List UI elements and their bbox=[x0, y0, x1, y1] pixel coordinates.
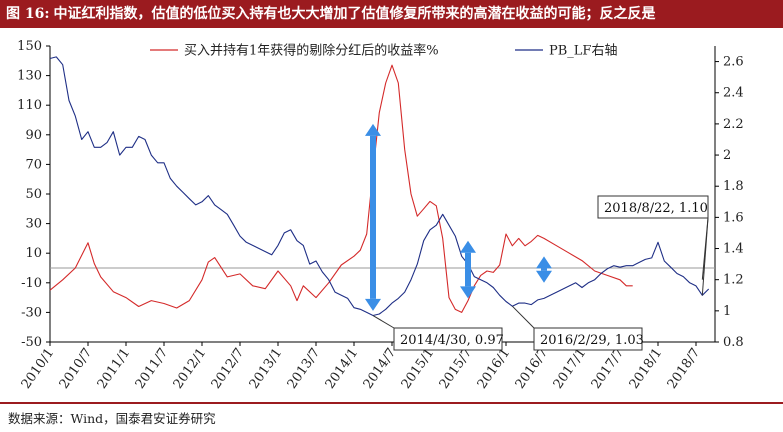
x-tick-label: 2012/7 bbox=[209, 346, 248, 392]
x-tick-label: 2015/1 bbox=[399, 346, 438, 392]
right-tick-label: 1.6 bbox=[723, 210, 744, 225]
callout: 2018/8/22, 1.10 bbox=[597, 195, 709, 296]
x-tick-label: 2010/7 bbox=[57, 346, 96, 392]
series-return-line bbox=[49, 64, 633, 313]
right-tick-label: 1 bbox=[723, 304, 731, 319]
x-tick-label: 2014/1 bbox=[323, 346, 362, 392]
x-tick-label: 2011/7 bbox=[133, 346, 172, 392]
arrow-head-up bbox=[365, 123, 381, 136]
x-tick-label: 2014/7 bbox=[361, 346, 400, 392]
double-arrow bbox=[536, 256, 552, 283]
x-tick-label: 2013/7 bbox=[285, 346, 324, 392]
callout-leader bbox=[372, 315, 395, 329]
source-note: 数据来源：Wind，国泰君安证券研究 bbox=[8, 411, 216, 426]
left-tick-label: 150 bbox=[17, 39, 42, 54]
left-tick-label: 90 bbox=[25, 128, 42, 143]
left-tick-label: -50 bbox=[21, 335, 42, 350]
arrow-shaft bbox=[541, 268, 547, 271]
x-tick-label: 2016/7 bbox=[513, 346, 552, 392]
double-arrow bbox=[460, 240, 476, 299]
annotation-layer: 2014/4/30, 0.97 2016/2/29, 1.03 2018/8/22,… bbox=[372, 195, 709, 351]
callout-box bbox=[533, 327, 643, 351]
left-tick-label: 110 bbox=[17, 98, 42, 113]
series-pb-line bbox=[49, 56, 710, 317]
arrow-shaft bbox=[370, 135, 376, 299]
callout: 2016/2/29, 1.03 bbox=[511, 305, 644, 351]
right-tick-label: 2.4 bbox=[723, 86, 744, 101]
figure-title-text: 中证红利指数，估值的低位买入持有也大大增加了估值修复所带来的高潜在收益的可能；反… bbox=[53, 6, 656, 22]
x-tick-label: 2017/1 bbox=[551, 346, 590, 392]
callout: 2014/4/30, 0.97 bbox=[372, 315, 504, 351]
callout-box bbox=[597, 195, 709, 219]
left-tick-label: 130 bbox=[17, 69, 42, 84]
callout-label: 2018/8/22, 1.10 bbox=[604, 201, 708, 216]
arrow-head-down bbox=[365, 298, 381, 311]
bottom-rule bbox=[0, 402, 783, 404]
right-tick-label: 2.6 bbox=[723, 55, 744, 70]
right-tick-label: 0.8 bbox=[723, 335, 744, 350]
x-tick-label: 2015/7 bbox=[437, 346, 476, 392]
right-tick-label: 2.2 bbox=[723, 117, 744, 132]
callout-box bbox=[393, 327, 503, 351]
arrow-head-down bbox=[460, 286, 476, 299]
x-tick-label: 2013/1 bbox=[247, 346, 286, 392]
x-tick-label: 2018/1 bbox=[627, 346, 666, 392]
callout-leader bbox=[701, 217, 709, 280]
figure-number: 图 16: bbox=[6, 6, 50, 22]
right-tick-label: 2 bbox=[723, 148, 731, 163]
legend: 买入并持有1年获得的剔除分红后的收益率% PB_LF右轴 bbox=[150, 43, 617, 59]
x-tick-label: 2018/7 bbox=[665, 346, 704, 392]
left-tick-label: -30 bbox=[21, 305, 42, 320]
left-tick-label: 10 bbox=[25, 246, 42, 261]
callout-leader bbox=[511, 305, 535, 329]
x-tick-label: 2011/1 bbox=[95, 346, 134, 392]
x-tick-label: 2010/1 bbox=[19, 346, 58, 392]
arrow-head-down bbox=[536, 270, 552, 283]
right-tick-label: 1.2 bbox=[723, 273, 744, 288]
left-tick-label: 70 bbox=[25, 157, 42, 172]
x-tick-label: 2017/7 bbox=[589, 346, 628, 392]
callout-label: 2016/2/29, 1.03 bbox=[540, 333, 644, 348]
series-layer bbox=[49, 56, 710, 317]
legend-label-pb: PB_LF右轴 bbox=[549, 44, 617, 59]
arrow-head-up bbox=[460, 240, 476, 253]
x-tick-label: 2012/1 bbox=[171, 346, 210, 392]
callout-label: 2014/4/30, 0.97 bbox=[400, 333, 504, 348]
right-tick-label: 1.4 bbox=[723, 242, 744, 257]
chart: -50 -30 -10 10 30 50 70 90 110 130 150 0.8 1 1.2 1.4 1.… bbox=[17, 39, 744, 392]
arrow-head-up bbox=[536, 256, 552, 269]
arrow-layer bbox=[365, 123, 552, 311]
figure-title: 图 16: 中证红利指数，估值的低位买入持有也大大增加了估值修复所带来的高潜在收益… bbox=[0, 0, 783, 28]
left-tick-label: 30 bbox=[25, 217, 42, 232]
legend-label-return: 买入并持有1年获得的剔除分红后的收益率% bbox=[184, 43, 439, 59]
left-tick-label: -10 bbox=[21, 276, 42, 291]
right-tick-label: 1.8 bbox=[723, 179, 744, 194]
double-arrow bbox=[365, 123, 381, 311]
x-tick-label: 2016/1 bbox=[475, 346, 514, 392]
arrow-shaft bbox=[465, 252, 471, 287]
left-tick-label: 50 bbox=[25, 187, 42, 202]
